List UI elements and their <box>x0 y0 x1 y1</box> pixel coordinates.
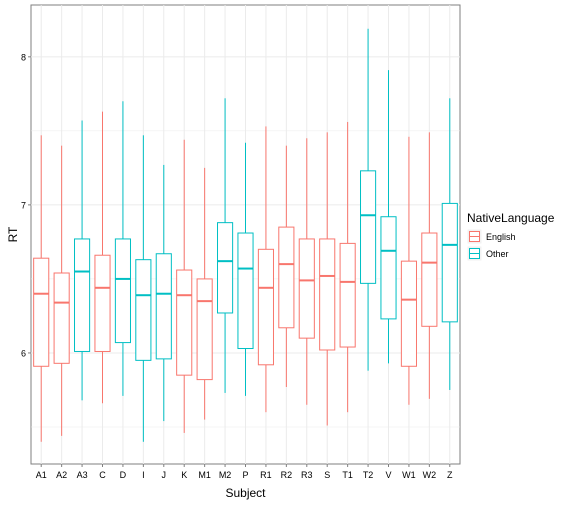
legend-items: English Other <box>466 228 516 262</box>
x-tick-label: R3 <box>301 470 313 480</box>
y-axis-title: RT <box>6 226 20 242</box>
box-iqr <box>94 254 111 352</box>
box-iqr <box>360 170 377 284</box>
x-tick-label: M1 <box>198 470 211 480</box>
box-S <box>319 132 336 426</box>
box-iqr <box>319 238 336 351</box>
box-iqr <box>33 257 50 367</box>
y-axis: 6 7 8 <box>21 52 31 358</box>
box-T2 <box>360 28 377 371</box>
box-A2 <box>53 145 70 436</box>
box-iqr <box>257 248 274 366</box>
legend-item-other: Other <box>466 245 509 262</box>
box-R2 <box>278 145 295 388</box>
x-tick-label: R1 <box>260 470 272 480</box>
box-P <box>237 142 254 396</box>
box-iqr <box>176 269 193 376</box>
x-tick-label: T1 <box>342 470 353 480</box>
legend-label: Other <box>486 249 509 259</box>
box-T1 <box>339 121 356 413</box>
x-axis: A1 A2 A3 C D I J K M1 M2 P R1 R2 R3 S T1 T2 V W1 W2 Z <box>36 464 453 480</box>
y-tick-label: 7 <box>21 200 26 210</box>
x-tick-label: P <box>242 470 248 480</box>
box-layer <box>33 28 458 442</box>
box-A1 <box>33 135 50 442</box>
legend-title: NativeLanguage <box>467 211 555 225</box>
x-tick-label: T2 <box>363 470 374 480</box>
box-iqr <box>196 278 213 381</box>
box-iqr <box>53 272 70 364</box>
box-iqr <box>298 238 315 339</box>
x-tick-label: J <box>162 470 167 480</box>
box-iqr <box>74 238 91 352</box>
x-tick-label: W1 <box>402 470 416 480</box>
box-iqr <box>114 238 131 344</box>
legend-item-english: English <box>466 228 516 245</box>
box-Z <box>441 98 458 390</box>
x-tick-label: K <box>181 470 187 480</box>
box-A3 <box>74 120 91 401</box>
x-tick-label: R2 <box>281 470 293 480</box>
box-R3 <box>298 138 315 405</box>
legend: NativeLanguage English Other <box>466 211 555 262</box>
x-tick-label: C <box>99 470 106 480</box>
box-V <box>380 70 397 364</box>
box-iqr <box>380 216 397 320</box>
box-iqr <box>278 226 295 329</box>
x-tick-label: M2 <box>219 470 232 480</box>
x-tick-label: W2 <box>423 470 437 480</box>
box-K <box>176 139 193 433</box>
x-tick-label: A1 <box>36 470 47 480</box>
box-M1 <box>196 167 213 420</box>
box-M2 <box>217 98 234 393</box>
box-J <box>155 164 172 422</box>
box-iqr <box>237 232 254 350</box>
box-C <box>94 111 111 404</box>
x-tick-label: A3 <box>77 470 88 480</box>
box-D <box>114 101 131 396</box>
legend-label: English <box>486 232 516 242</box>
x-tick-label: S <box>324 470 330 480</box>
y-tick-label: 6 <box>21 348 26 358</box>
box-I <box>135 135 152 442</box>
box-iqr <box>217 222 234 314</box>
y-tick-label: 8 <box>21 52 26 62</box>
x-tick-label: I <box>142 470 145 480</box>
box-iqr <box>400 260 417 367</box>
box-iqr <box>421 232 438 327</box>
x-tick-label: A2 <box>56 470 67 480</box>
x-axis-title: Subject <box>225 486 266 500</box>
box-iqr <box>441 202 458 323</box>
x-tick-label: V <box>385 470 391 480</box>
x-tick-label: D <box>120 470 127 480</box>
x-tick-label: Z <box>447 470 453 480</box>
box-iqr <box>135 259 152 361</box>
box-iqr <box>339 242 356 348</box>
box-iqr <box>155 253 172 360</box>
box-W2 <box>421 132 438 399</box>
box-R1 <box>257 126 274 413</box>
box-W1 <box>400 136 417 405</box>
